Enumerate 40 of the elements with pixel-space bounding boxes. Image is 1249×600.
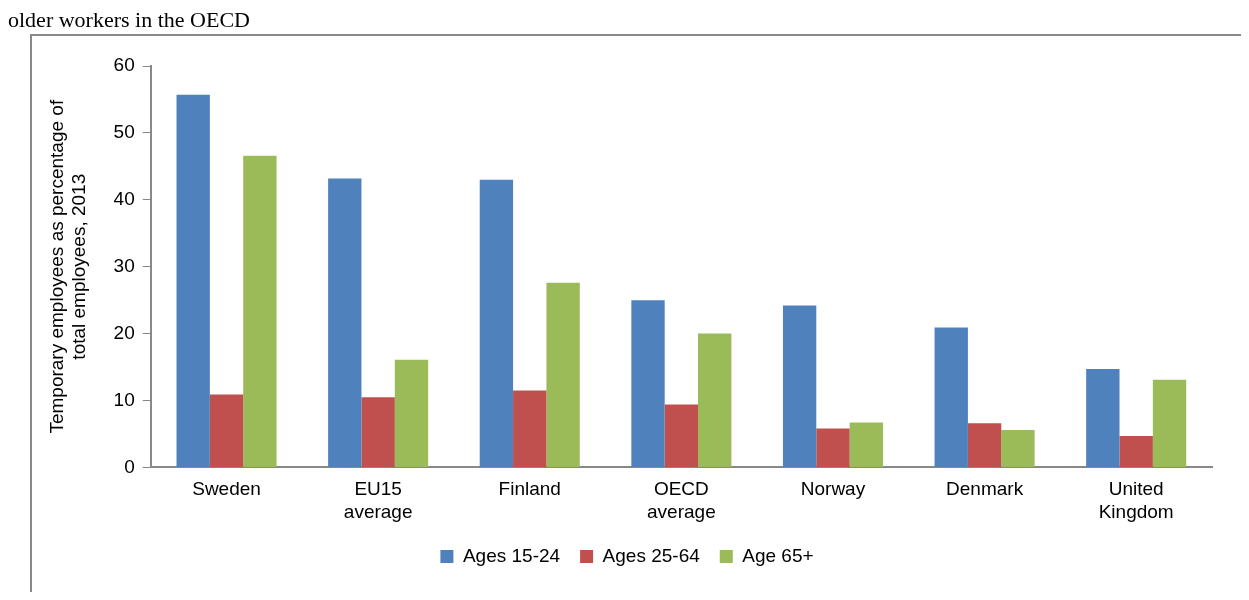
bar bbox=[782, 305, 817, 467]
bar bbox=[328, 178, 362, 467]
y-tick-label: 20 bbox=[113, 321, 135, 343]
bar bbox=[631, 300, 665, 467]
y-tick-label: 60 bbox=[113, 54, 135, 76]
bar bbox=[664, 404, 699, 467]
y-tick-label: 10 bbox=[113, 388, 135, 410]
chart-title: older workers in the OECD bbox=[8, 7, 251, 32]
bar bbox=[967, 423, 1002, 467]
bar bbox=[209, 394, 244, 467]
y-axis-title: Temporary employees as percentage of total employees, 2013 bbox=[45, 99, 90, 434]
legend-label: Ages 25-64 bbox=[602, 544, 701, 566]
bar bbox=[361, 397, 395, 467]
y-tick-label: 0 bbox=[124, 455, 135, 477]
y-tick-label: 50 bbox=[113, 121, 135, 143]
bar bbox=[1086, 369, 1120, 467]
bar bbox=[1152, 379, 1187, 467]
bar bbox=[1001, 429, 1035, 467]
bar bbox=[1119, 435, 1153, 467]
bar bbox=[243, 155, 277, 467]
bar bbox=[849, 422, 884, 467]
x-tick-label: EU15 average bbox=[343, 478, 413, 522]
x-tick-label: Finland bbox=[498, 478, 561, 500]
bar bbox=[546, 282, 580, 467]
bar bbox=[176, 94, 210, 467]
y-tick-label: 30 bbox=[113, 254, 135, 276]
bar bbox=[394, 359, 429, 467]
bar bbox=[698, 333, 732, 467]
legend-label: Ages 15-24 bbox=[462, 544, 561, 566]
bar bbox=[479, 179, 514, 467]
x-tick-label: United Kingdom bbox=[1098, 478, 1174, 522]
bar bbox=[513, 390, 547, 467]
x-tick-label: Sweden bbox=[192, 478, 261, 500]
x-tick-label: Denmark bbox=[946, 478, 1024, 500]
bar bbox=[816, 428, 850, 467]
x-tick-label: Norway bbox=[800, 478, 866, 500]
x-tick-label: OECD average bbox=[647, 478, 716, 522]
y-tick-label: 40 bbox=[113, 188, 135, 210]
bar bbox=[934, 327, 968, 467]
legend-label: Age 65+ bbox=[742, 544, 814, 566]
